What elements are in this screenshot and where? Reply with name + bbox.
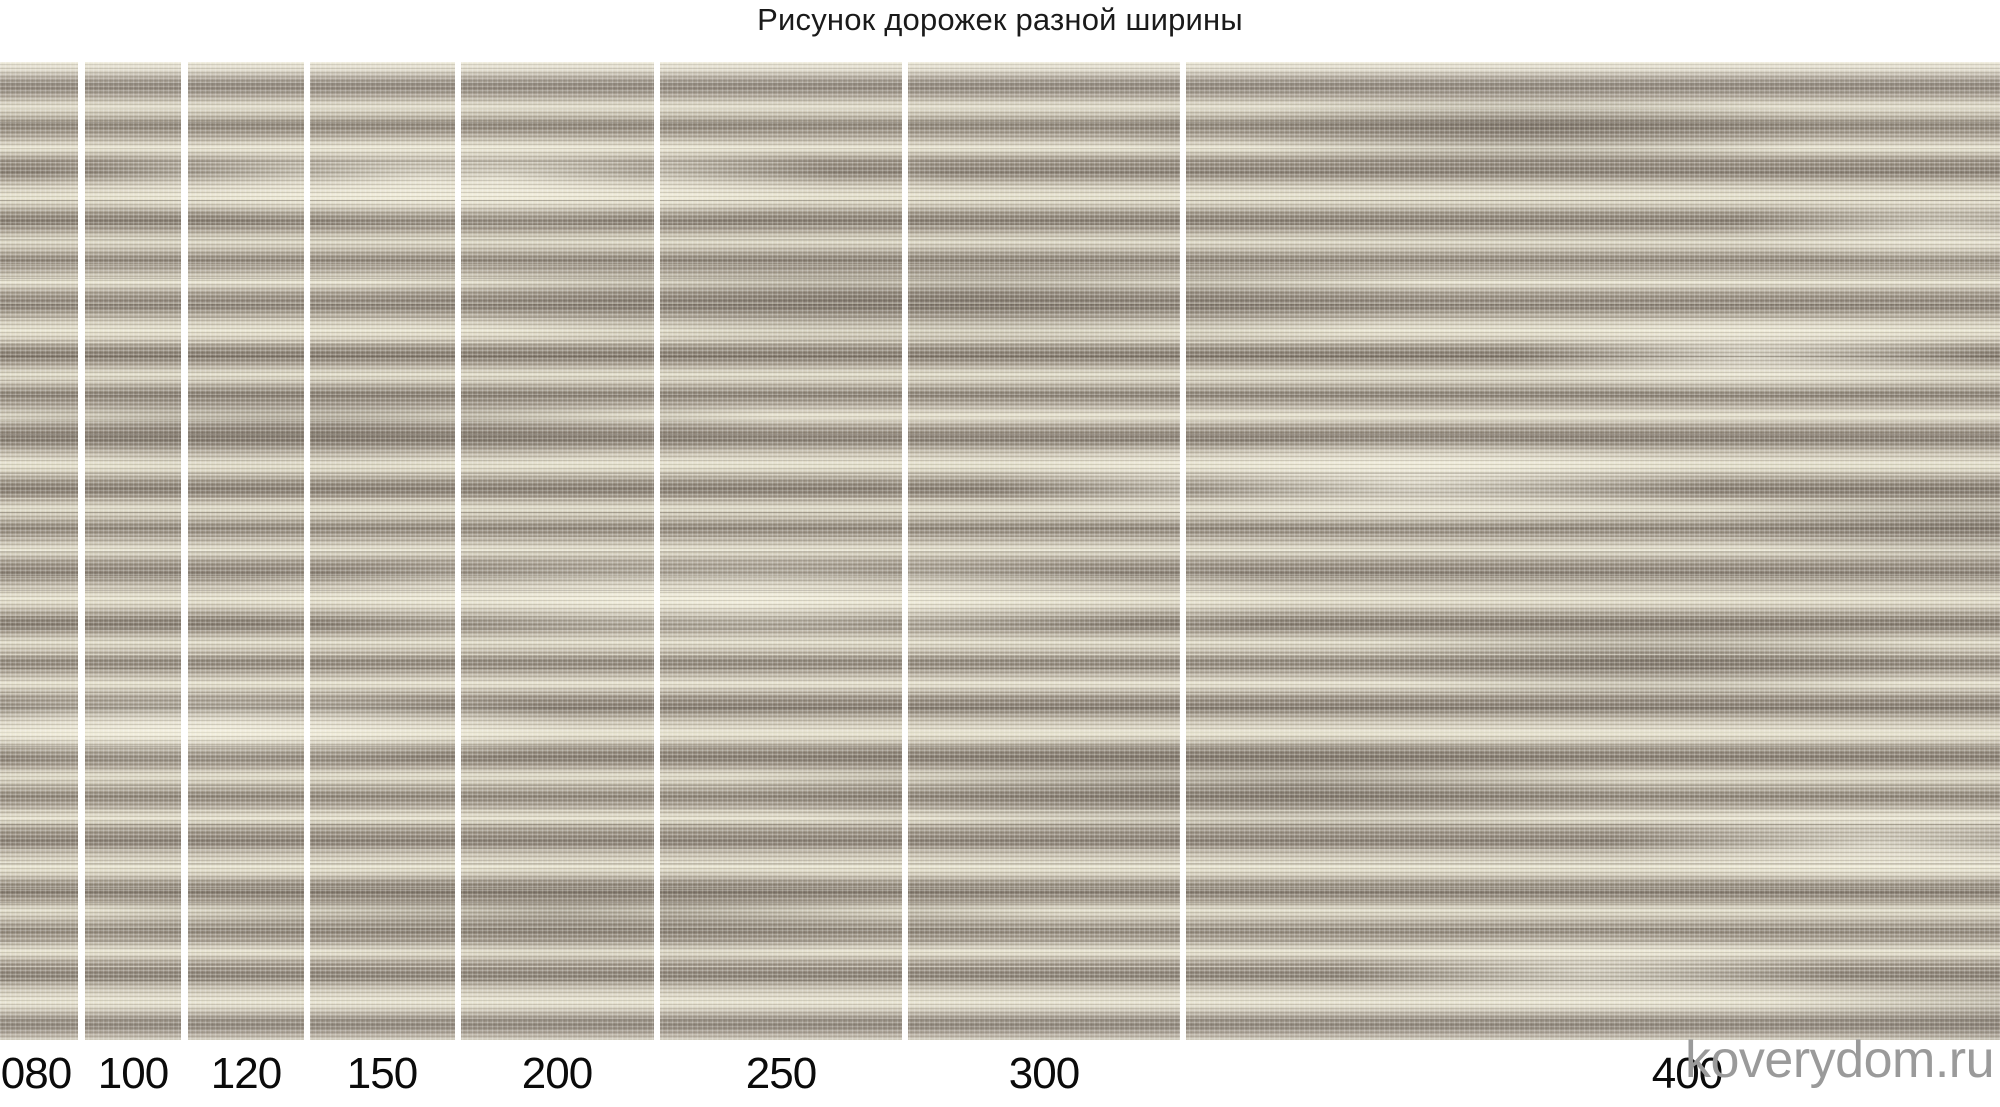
runner-width-label-150: 150 [346,1049,418,1098]
runner-strip-400[interactable] [1186,62,2000,1040]
texture-layer-warp [0,62,78,1040]
runner-strip-100[interactable] [85,62,181,1040]
texture-layer-vign [0,62,78,1040]
texture-layer-weft [310,62,455,1040]
texture-layer-weft [461,62,654,1040]
texture-layer-scratch [188,62,304,1040]
runner-strip-150[interactable] [310,62,455,1040]
runner-width-label-100: 100 [97,1049,169,1098]
carpet-texture [461,62,654,1040]
texture-layer-weft [908,62,1180,1040]
texture-layer-weft [188,62,304,1040]
runner-strip-080[interactable] [0,62,78,1040]
runner-width-label-080: 080 [0,1049,72,1098]
texture-layer-weft [1186,62,2000,1040]
texture-layer-blobs [85,62,181,1040]
carpet-texture [1186,62,2000,1040]
runner-width-label-300: 300 [1008,1049,1080,1098]
texture-layer-scratch [660,62,902,1040]
runner-strip-row [0,62,2000,1040]
carpet-texture [85,62,181,1040]
texture-layer-scratch [1186,62,2000,1040]
carpet-texture [0,62,78,1040]
texture-layer-weft [85,62,181,1040]
carpet-texture [310,62,455,1040]
texture-layer-scratch [85,62,181,1040]
texture-layer-vign [461,62,654,1040]
texture-layer-scratch [310,62,455,1040]
runner-width-label-120: 120 [210,1049,282,1098]
runner-width-label-400: 400 [1651,1049,1723,1098]
texture-layer-warp [660,62,902,1040]
texture-layer-scratch [0,62,78,1040]
texture-layer-vign [1186,62,2000,1040]
texture-layer-vign [85,62,181,1040]
runner-strip-300[interactable] [908,62,1180,1040]
carpet-texture [660,62,902,1040]
runner-width-label-200: 200 [521,1049,593,1098]
texture-layer-warp [908,62,1180,1040]
runner-strip-120[interactable] [188,62,304,1040]
carpet-texture [908,62,1180,1040]
texture-layer-blobs [461,62,654,1040]
page-title: Рисунок дорожек разной ширины [757,2,1243,37]
runner-strip-200[interactable] [461,62,654,1040]
texture-layer-scratch [908,62,1180,1040]
texture-layer-blobs [1186,62,2000,1040]
texture-layer-warp [1186,62,2000,1040]
texture-layer-warp [85,62,181,1040]
texture-layer-vign [660,62,902,1040]
runner-strip-250[interactable] [660,62,902,1040]
texture-layer-blobs [660,62,902,1040]
texture-layer-vign [908,62,1180,1040]
texture-layer-warp [461,62,654,1040]
texture-layer-warp [310,62,455,1040]
texture-layer-vign [310,62,455,1040]
texture-layer-blobs [188,62,304,1040]
texture-layer-blobs [908,62,1180,1040]
runner-width-label-250: 250 [745,1049,817,1098]
texture-layer-warp [188,62,304,1040]
texture-layer-blobs [0,62,78,1040]
carpet-texture [188,62,304,1040]
texture-layer-weft [0,62,78,1040]
texture-layer-blobs [310,62,455,1040]
texture-layer-scratch [461,62,654,1040]
texture-layer-weft [660,62,902,1040]
runner-width-label-row: 080 100 120 150 200 250 300 400 [0,1040,2000,1107]
texture-layer-vign [188,62,304,1040]
